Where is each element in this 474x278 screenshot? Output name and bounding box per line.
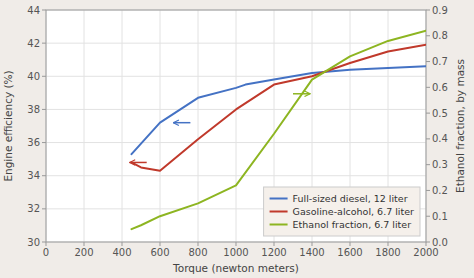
y2-tick-label: 0.1 — [432, 211, 448, 222]
x-tick-label: 1600 — [337, 247, 362, 258]
x-tick — [426, 242, 427, 246]
legend-label: Full-sized diesel, 12 liter — [293, 193, 408, 204]
y-tick — [42, 109, 46, 110]
y2-tick — [426, 190, 430, 191]
annotation-arrow — [293, 93, 310, 95]
y2-tick-label: 0.7 — [432, 56, 448, 67]
y-tick-label: 34 — [27, 170, 40, 181]
x-tick — [388, 242, 389, 246]
y-tick-label: 42 — [27, 38, 40, 49]
grid-line — [46, 76, 426, 77]
grid-line — [46, 43, 426, 44]
legend-frame — [264, 187, 420, 236]
x-tick — [236, 242, 237, 246]
y2-tick-label: 0.8 — [432, 30, 448, 41]
y2-tick-label: 0.4 — [432, 133, 448, 144]
grid-line — [46, 175, 426, 176]
y2-tick — [426, 61, 430, 62]
y-axis-label: Engine efficiency (%) — [2, 70, 14, 181]
y2-tick-label: 0.2 — [432, 185, 448, 196]
y2-tick — [426, 113, 430, 114]
y-tick-label: 30 — [27, 237, 40, 248]
y-tick — [42, 76, 46, 77]
x-tick — [274, 242, 275, 246]
series-line — [132, 31, 427, 229]
x-tick-label: 400 — [112, 247, 131, 258]
legend-label: Ethanol fraction, 6.7 liter — [293, 219, 412, 230]
y-tick-label: 40 — [27, 71, 40, 82]
x-tick-label: 1800 — [375, 247, 400, 258]
x-tick-label: 0 — [43, 247, 49, 258]
y-tick — [42, 10, 46, 11]
grid-line — [198, 10, 199, 242]
y-tick — [42, 242, 46, 243]
legend-label: Gasoline-alcohol, 6.7 liter — [293, 206, 415, 217]
x-tick — [122, 242, 123, 246]
y2-tick-label: 0.3 — [432, 159, 448, 170]
x-tick — [312, 242, 313, 246]
y2-tick — [426, 242, 430, 243]
legend-swatch — [270, 198, 288, 200]
grid-line — [236, 10, 237, 242]
x-tick — [160, 242, 161, 246]
x-tick-label: 200 — [74, 247, 93, 258]
x-tick-label: 1200 — [261, 247, 286, 258]
x-tick — [84, 242, 85, 246]
plot-frame — [46, 10, 426, 242]
y-tick-label: 36 — [27, 137, 40, 148]
x-tick-label: 1000 — [223, 247, 248, 258]
y2-tick — [426, 35, 430, 36]
x-tick — [46, 242, 47, 246]
background — [0, 0, 474, 278]
y2-tick — [426, 138, 430, 139]
y-tick — [42, 43, 46, 44]
grid-line — [122, 10, 123, 242]
grid-line — [84, 10, 85, 242]
x-tick — [350, 242, 351, 246]
legend-swatch — [270, 211, 288, 213]
y-tick-label: 44 — [27, 5, 40, 16]
x-tick-label: 800 — [188, 247, 207, 258]
series-line — [132, 66, 427, 154]
y-tick — [42, 175, 46, 176]
x-tick — [198, 242, 199, 246]
y-tick — [42, 142, 46, 143]
y2-tick — [426, 87, 430, 88]
y2-axis-label: Ethanol fraction, by mass — [454, 59, 466, 193]
x-tick-label: 1400 — [299, 247, 324, 258]
y2-tick — [426, 10, 430, 11]
y2-tick-label: 0.0 — [432, 237, 448, 248]
y2-tick — [426, 164, 430, 165]
y-tick-label: 38 — [27, 104, 40, 115]
x-tick-label: 2000 — [413, 247, 438, 258]
legend: Full-sized diesel, 12 liter Gasoline-alco… — [264, 187, 420, 236]
plot-area — [46, 10, 426, 242]
grid — [46, 10, 426, 242]
y-tick — [42, 208, 46, 209]
chart: 0 200 400 600 800 1000 1200 1400 1600 1800 2000 30 3… — [0, 0, 474, 278]
y2-tick-label: 0.6 — [432, 82, 448, 93]
grid-line — [46, 142, 426, 143]
series-lines — [130, 31, 426, 229]
series-line — [132, 45, 427, 171]
y2-tick-label: 0.5 — [432, 108, 448, 119]
grid-line — [160, 10, 161, 242]
annotation-arrow — [173, 122, 190, 124]
y2-tick — [426, 216, 430, 217]
x-axis-label: Torque (newton meters) — [172, 262, 299, 274]
y2-tick-label: 0.9 — [432, 5, 448, 16]
x-tick-label: 600 — [150, 247, 169, 258]
annotation-arrow — [130, 162, 147, 164]
axes: 0 200 400 600 800 1000 1200 1400 1600 1800 2000 30 3… — [27, 5, 448, 259]
legend-swatch — [270, 224, 288, 226]
y-tick-label: 32 — [27, 203, 40, 214]
